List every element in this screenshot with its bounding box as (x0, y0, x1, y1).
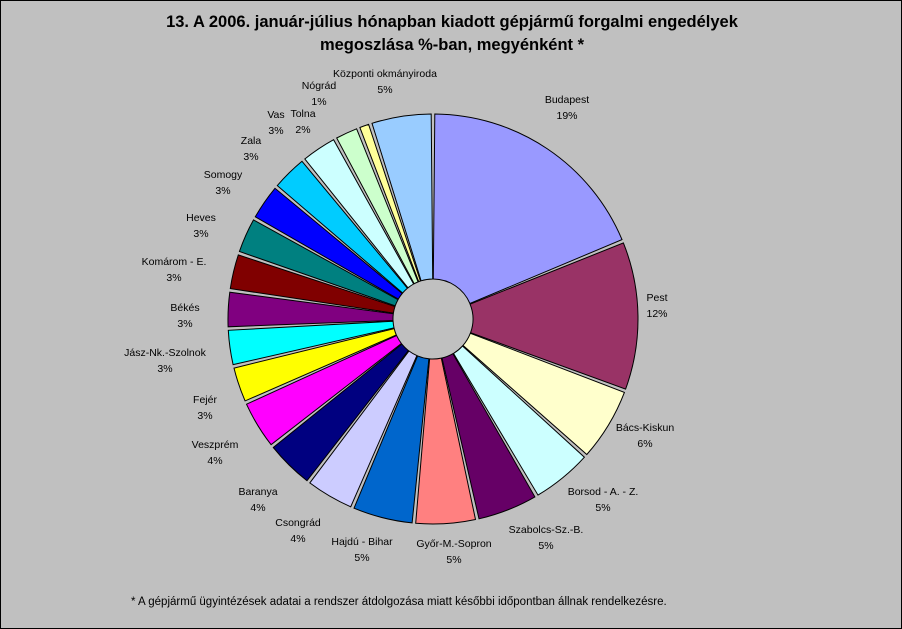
slice-value-label: 2% (295, 124, 310, 136)
pie-slice (353, 355, 430, 524)
pie-slice (336, 128, 419, 285)
slice-value-label: 3% (193, 228, 208, 240)
slice-name-label: Somogy (204, 169, 243, 181)
slice-value-label: 19% (556, 110, 577, 122)
slice-name-label: Budapest (545, 94, 589, 106)
slice-name-label: Vas (267, 109, 284, 121)
slice-name-label: Jász-Nk.-Szolnok (124, 347, 206, 359)
slice-name-label: Hajdú - Bihar (331, 536, 393, 548)
slice-name-label: Szabolcs-Sz.-B. (509, 524, 584, 536)
pie-slice (371, 113, 434, 282)
slice-value-label: 5% (446, 554, 461, 566)
chart-footnote: * A gépjármű ügyintézések adatai a rends… (131, 596, 667, 608)
slice-value-label: 3% (215, 185, 230, 197)
slice-name-label: Csongrád (275, 517, 321, 529)
pie-slice (469, 242, 639, 390)
pie-slice (245, 334, 403, 446)
slice-value-label: 4% (207, 455, 222, 467)
slice-name-label: Baranya (238, 486, 277, 498)
pie-slice (227, 291, 394, 328)
slice-name-label: Központi okmányiroda (333, 68, 437, 80)
pie-slice (462, 332, 626, 456)
pie-slice (227, 320, 395, 366)
pie-slice (272, 343, 410, 482)
slice-value-label: 12% (646, 308, 667, 320)
pie-slice (238, 219, 399, 307)
slice-name-label: Bács-Kiskun (616, 422, 675, 434)
slice-value-label: 3% (243, 151, 258, 163)
slice-name-label: Tolna (290, 108, 315, 120)
slice-value-label: 6% (637, 438, 652, 450)
pie-slice (441, 353, 536, 520)
slice-value-label: 5% (354, 552, 369, 564)
slice-value-label: 5% (377, 84, 392, 96)
slice-name-label: Győr-M.-Sopron (416, 538, 491, 550)
chart-title: 13. A 2006. január-július hónapban kiado… (1, 11, 902, 57)
pie-slice (229, 254, 396, 314)
slice-name-label: Békés (170, 302, 199, 314)
pie-slice (452, 345, 586, 496)
slice-value-label: 4% (250, 502, 265, 514)
slice-value-label: 4% (290, 533, 305, 545)
pie-slice (233, 327, 397, 402)
slice-value-label: 1% (311, 96, 326, 108)
slice-name-label: Heves (186, 212, 216, 224)
slice-value-label: 3% (197, 410, 212, 422)
pie-slice (415, 357, 477, 525)
chart-title-line1: 13. A 2006. január-július hónapban kiado… (166, 13, 738, 31)
slice-name-label: Borsod - A. - Z. (568, 486, 639, 498)
pie-slice (304, 139, 415, 289)
slice-name-label: Komárom - E. (142, 256, 207, 268)
slice-value-label: 3% (157, 363, 172, 375)
slice-name-label: Nógrád (302, 80, 337, 92)
pie-slice (276, 160, 409, 294)
slice-value-label: 5% (595, 502, 610, 514)
slice-value-label: 5% (538, 540, 553, 552)
pie-slice (359, 123, 422, 283)
slice-name-label: Zala (241, 135, 262, 147)
slice-name-label: Pest (646, 292, 667, 304)
pie-slice (254, 187, 403, 300)
slice-value-label: 3% (268, 125, 283, 137)
chart-title-line2: megoszlása %-ban, megyénként * (319, 36, 585, 54)
slice-value-label: 3% (166, 272, 181, 284)
pie-slice (432, 113, 623, 305)
slice-name-label: Fejér (193, 394, 217, 406)
pie-slice (309, 350, 418, 508)
slice-name-label: Veszprém (192, 439, 239, 451)
slice-value-label: 3% (177, 318, 192, 330)
